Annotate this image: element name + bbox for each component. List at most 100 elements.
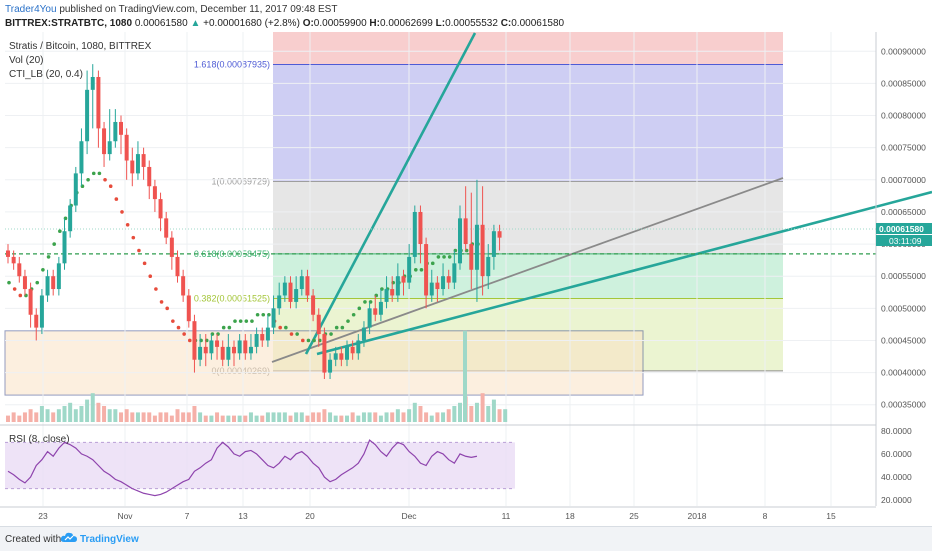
tradingview-cloud-icon[interactable] (60, 531, 78, 545)
tradingview-brand[interactable]: TradingView (80, 534, 139, 545)
open-label: O: (302, 18, 314, 29)
volume-bar (435, 412, 440, 422)
time-tick-label: 23 (38, 511, 48, 521)
volume-bar (271, 412, 276, 422)
candle-body (147, 166, 152, 187)
candle-body (429, 282, 434, 296)
volume-bar (412, 402, 417, 422)
last-price: 0.00061580 (134, 18, 188, 29)
legend-main: Stratis / Bitcoin, 1080, BITTREX (9, 41, 152, 52)
volume-bar (395, 409, 400, 422)
volume-bar (22, 412, 27, 422)
candle-body (446, 276, 451, 283)
candle-body (22, 276, 27, 290)
trend-line-steep (304, 32, 477, 355)
volume-bar (429, 415, 434, 422)
price-tick-label: 0.00050000 (881, 303, 926, 313)
cti-dot (301, 338, 305, 343)
candle-body (474, 224, 479, 270)
candle-body (288, 282, 293, 302)
time-tick-label: Dec (401, 511, 417, 521)
candle-body (305, 276, 310, 296)
cti-dot (46, 255, 51, 259)
rsi-tick-label: 60.0000 (881, 449, 912, 459)
candle-body (491, 231, 496, 257)
volume-bar (152, 415, 157, 422)
rsi-tick-label: 40.0000 (881, 472, 912, 482)
footer-bar: Created with TradingView (0, 526, 932, 551)
volume-bar (113, 409, 118, 422)
volume-bar (277, 412, 282, 422)
cti-dot (182, 332, 186, 336)
cti-dot (414, 267, 418, 272)
candle-body (361, 327, 366, 341)
cti-dot (103, 178, 107, 182)
time-tick-label: 13 (238, 511, 248, 521)
cti-dot (419, 267, 424, 272)
candle-body (6, 250, 10, 257)
price-chart[interactable]: 1.618(0.00087935)1(0.00069729)0.618(0.00… (0, 0, 932, 526)
volume-bar (316, 412, 321, 422)
candle-body (34, 314, 39, 328)
candle-body (294, 289, 299, 302)
cti-dot (250, 319, 254, 323)
volume-bar (265, 412, 270, 422)
volume-bar (497, 409, 502, 422)
volume-bar (85, 399, 90, 422)
volume-bar (96, 402, 101, 422)
volume-bar (282, 412, 287, 422)
cti-dot (357, 306, 362, 311)
volume-bar (164, 412, 169, 422)
trend-line-support (316, 190, 932, 356)
author-name[interactable]: Trader4You (5, 4, 57, 15)
time-tick-label: 11 (502, 511, 511, 521)
volume-bar (141, 412, 146, 422)
candle-body (186, 295, 191, 322)
volume-bar (463, 330, 467, 422)
candle-body (311, 295, 316, 315)
created-with-text: Created with (5, 534, 62, 545)
candle-body (299, 276, 304, 290)
candle-body (102, 128, 107, 155)
volume-bar (333, 415, 338, 422)
close-label: C: (500, 18, 512, 29)
volume-bar (367, 412, 372, 422)
volume-bar (356, 415, 361, 422)
volume-bar (79, 406, 84, 422)
candle-body (220, 346, 225, 360)
volume-bar (68, 402, 73, 422)
volume-bar (350, 412, 355, 422)
candle-body (378, 301, 383, 315)
open-value: 0.00059900 (313, 18, 367, 29)
volume-bar (203, 415, 208, 422)
price-tick-label: 0.00040000 (881, 368, 926, 378)
volume-bar (147, 412, 152, 422)
volume-bar (90, 393, 95, 422)
volume-bar (407, 409, 412, 422)
candle-body (198, 346, 203, 360)
cti-dot (12, 287, 17, 291)
fib-zone-1 (273, 181, 783, 254)
cti-dot (261, 312, 266, 317)
volume-bar (209, 415, 214, 422)
time-tick-label: 15 (826, 511, 836, 521)
cti-dot (284, 325, 288, 330)
volume-bar (288, 415, 293, 422)
cti-dot (278, 325, 283, 330)
candle-body (135, 154, 140, 174)
volume-bar (102, 406, 107, 422)
candle-body (107, 141, 112, 155)
cti-dot (255, 312, 260, 317)
volume-bar (119, 412, 123, 422)
volume-bar (62, 406, 67, 422)
candle-body (79, 141, 84, 174)
candle-body (384, 289, 389, 302)
cti-dot (125, 222, 130, 227)
fib-zone-top (273, 32, 783, 65)
candle-body (130, 160, 135, 174)
candle-body (73, 173, 78, 206)
volume-bar (158, 412, 163, 422)
cti-dot (442, 255, 446, 259)
legend-vol: Vol (20) (9, 55, 43, 66)
volume-bar (39, 406, 44, 422)
